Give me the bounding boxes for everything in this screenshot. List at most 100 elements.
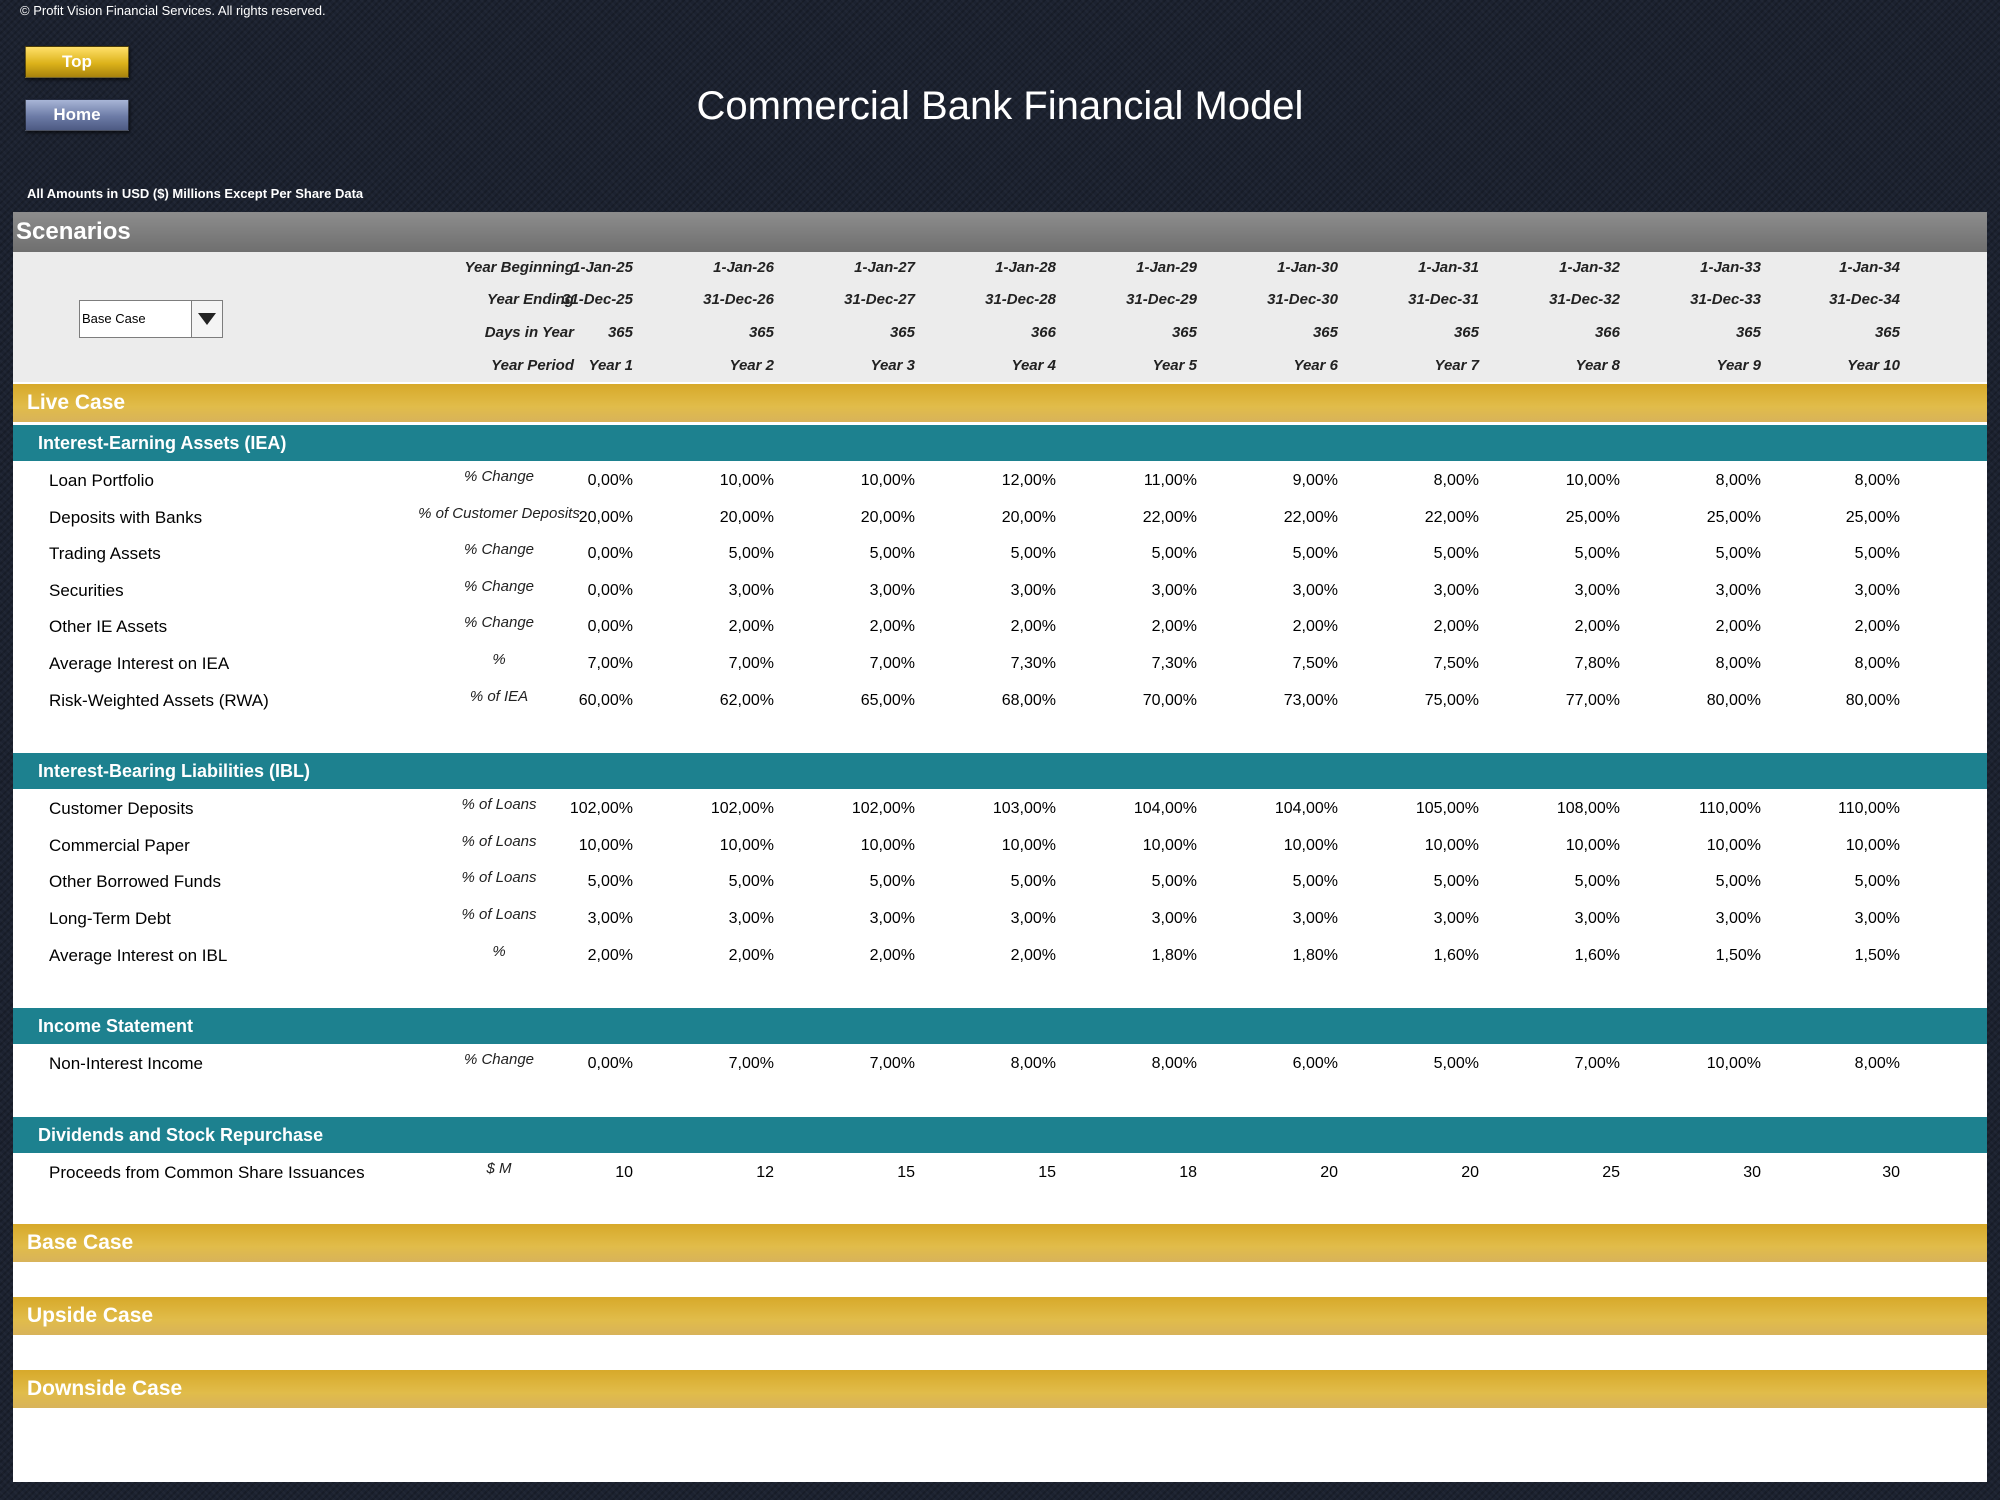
- input-cell[interactable]: 10,00%: [1565, 472, 1620, 489]
- input-cell[interactable]: 25,00%: [1706, 508, 1761, 526]
- input-cell[interactable]: 8,00%: [1433, 472, 1479, 489]
- input-cell[interactable]: 9,00%: [1292, 472, 1338, 489]
- input-cell[interactable]: 2,00%: [1292, 618, 1338, 636]
- input-cell[interactable]: 5,00%: [1574, 545, 1620, 563]
- input-cell[interactable]: 3,00%: [1151, 910, 1197, 927]
- input-cell[interactable]: 105,00%: [1415, 800, 1479, 818]
- input-cell[interactable]: 20,00%: [578, 508, 633, 526]
- input-cell[interactable]: 25,00%: [1565, 508, 1620, 526]
- input-cell[interactable]: 0,00%: [587, 581, 633, 599]
- input-cell[interactable]: 15: [1038, 1163, 1056, 1181]
- input-cell[interactable]: 10,00%: [1283, 836, 1338, 854]
- input-cell[interactable]: 5,00%: [587, 873, 633, 891]
- input-cell[interactable]: 20: [1320, 1163, 1338, 1181]
- input-cell[interactable]: 3,00%: [1715, 910, 1761, 927]
- input-cell[interactable]: 110,00%: [1699, 800, 1761, 818]
- input-cell[interactable]: 108,00%: [1556, 800, 1620, 818]
- input-cell[interactable]: 10,00%: [1845, 836, 1900, 854]
- input-cell[interactable]: 0,00%: [587, 618, 633, 636]
- input-cell[interactable]: 2,00%: [587, 946, 633, 964]
- input-cell[interactable]: 3,00%: [869, 910, 915, 927]
- input-cell[interactable]: 3,00%: [1292, 910, 1338, 927]
- input-cell[interactable]: 3,00%: [1715, 581, 1761, 599]
- input-cell[interactable]: 6,00%: [1292, 1055, 1338, 1073]
- input-cell[interactable]: 10,00%: [719, 836, 774, 854]
- input-cell[interactable]: 7,80%: [1574, 655, 1620, 672]
- input-cell[interactable]: 65,00%: [860, 691, 915, 709]
- input-cell[interactable]: 80,00%: [1845, 691, 1900, 709]
- input-cell[interactable]: 8,00%: [1715, 472, 1761, 489]
- input-cell[interactable]: 20,00%: [860, 508, 915, 526]
- input-cell[interactable]: 11,00%: [1143, 472, 1197, 489]
- input-cell[interactable]: 20: [1461, 1163, 1479, 1181]
- input-cell[interactable]: 77,00%: [1565, 691, 1620, 709]
- input-cell[interactable]: 25: [1602, 1163, 1620, 1181]
- input-cell[interactable]: 1,60%: [1574, 946, 1620, 964]
- input-cell[interactable]: 12,00%: [1001, 472, 1056, 489]
- home-button[interactable]: Home: [25, 99, 129, 131]
- input-cell[interactable]: 3,00%: [1854, 910, 1900, 927]
- input-cell[interactable]: 18: [1179, 1163, 1197, 1181]
- input-cell[interactable]: 5,00%: [1010, 873, 1056, 891]
- input-cell[interactable]: 3,00%: [1010, 581, 1056, 599]
- input-cell[interactable]: 2,00%: [1854, 618, 1900, 636]
- input-cell[interactable]: 3,00%: [1574, 581, 1620, 599]
- input-cell[interactable]: 3,00%: [1433, 581, 1479, 599]
- input-cell[interactable]: 2,00%: [1433, 618, 1479, 636]
- input-cell[interactable]: 20,00%: [1001, 508, 1056, 526]
- input-cell[interactable]: 1,50%: [1854, 946, 1900, 964]
- input-cell[interactable]: 7,30%: [1010, 655, 1056, 672]
- input-cell[interactable]: 10,00%: [860, 836, 915, 854]
- input-cell[interactable]: 10,00%: [1565, 836, 1620, 854]
- input-cell[interactable]: 2,00%: [1574, 618, 1620, 636]
- input-cell[interactable]: 3,00%: [1433, 910, 1479, 927]
- input-cell[interactable]: 7,00%: [728, 655, 774, 672]
- input-cell[interactable]: 104,00%: [1274, 800, 1338, 818]
- input-cell[interactable]: 104,00%: [1133, 800, 1197, 818]
- input-cell[interactable]: 62,00%: [719, 691, 774, 709]
- input-cell[interactable]: 102,00%: [710, 800, 774, 818]
- input-cell[interactable]: 7,00%: [869, 1055, 915, 1073]
- input-cell[interactable]: 5,00%: [1151, 545, 1197, 563]
- input-cell[interactable]: 3,00%: [1854, 581, 1900, 599]
- input-cell[interactable]: 3,00%: [1151, 581, 1197, 599]
- input-cell[interactable]: 73,00%: [1283, 691, 1338, 709]
- input-cell[interactable]: 5,00%: [728, 873, 774, 891]
- input-cell[interactable]: 7,30%: [1151, 655, 1197, 672]
- input-cell[interactable]: 10,00%: [719, 472, 774, 489]
- input-cell[interactable]: 5,00%: [1292, 873, 1338, 891]
- input-cell[interactable]: 5,00%: [1010, 545, 1056, 563]
- input-cell[interactable]: 7,00%: [587, 655, 633, 672]
- top-button[interactable]: Top: [25, 46, 129, 78]
- scenario-selector[interactable]: Base Case: [79, 300, 223, 338]
- input-cell[interactable]: 75,00%: [1424, 691, 1479, 709]
- input-cell[interactable]: 2,00%: [728, 946, 774, 964]
- input-cell[interactable]: 8,00%: [1854, 1055, 1900, 1073]
- input-cell[interactable]: 5,00%: [1854, 545, 1900, 563]
- input-cell[interactable]: 1,80%: [1151, 946, 1197, 964]
- input-cell[interactable]: 22,00%: [1424, 508, 1479, 526]
- input-cell[interactable]: 2,00%: [1010, 618, 1056, 636]
- input-cell[interactable]: 10,00%: [578, 836, 633, 854]
- input-cell[interactable]: 10,00%: [860, 472, 915, 489]
- input-cell[interactable]: 5,00%: [869, 545, 915, 563]
- input-cell[interactable]: 70,00%: [1142, 691, 1197, 709]
- input-cell[interactable]: 2,00%: [728, 618, 774, 636]
- input-cell[interactable]: 3,00%: [587, 910, 633, 927]
- input-cell[interactable]: 7,50%: [1433, 655, 1479, 672]
- input-cell[interactable]: 103,00%: [992, 800, 1056, 818]
- input-cell[interactable]: 80,00%: [1706, 691, 1761, 709]
- input-cell[interactable]: 8,00%: [1715, 655, 1761, 672]
- input-cell[interactable]: 1,80%: [1292, 946, 1338, 964]
- input-cell[interactable]: 2,00%: [869, 618, 915, 636]
- input-cell[interactable]: 8,00%: [1854, 472, 1900, 489]
- input-cell[interactable]: 0,00%: [587, 545, 633, 563]
- input-cell[interactable]: 7,00%: [869, 655, 915, 672]
- input-cell[interactable]: 60,00%: [578, 691, 633, 709]
- input-cell[interactable]: 7,50%: [1292, 655, 1338, 672]
- input-cell[interactable]: 30: [1882, 1163, 1900, 1181]
- input-cell[interactable]: 5,00%: [1715, 873, 1761, 891]
- input-cell[interactable]: 2,00%: [1715, 618, 1761, 636]
- input-cell[interactable]: 10: [615, 1163, 633, 1181]
- input-cell[interactable]: 2,00%: [869, 946, 915, 964]
